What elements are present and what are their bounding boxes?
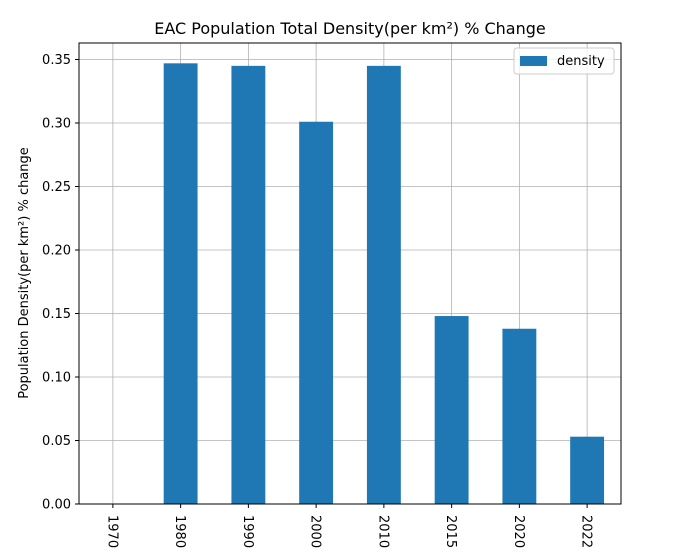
y-tick-label: 0.30 <box>42 117 71 132</box>
y-tick-label: 0.10 <box>42 371 71 386</box>
y-tick-label: 0.35 <box>42 53 71 68</box>
y-tick-label: 0.20 <box>42 244 71 259</box>
x-tick-label: 2000 <box>308 515 323 548</box>
tick-layer: 0.00 0.05 0.10 0.15 0.20 0.25 0.30 0.35 1970 1980… <box>42 53 594 548</box>
bar-2015 <box>434 316 469 504</box>
bar-2022 <box>570 436 605 504</box>
y-tick-label: 0.25 <box>42 180 71 195</box>
y-tick-label: 0.05 <box>42 434 71 449</box>
x-tick-label: 2015 <box>443 515 458 548</box>
legend-label: density <box>557 54 605 69</box>
legend-swatch <box>520 56 547 66</box>
y-axis-label: Population Density(per km²) % change <box>17 147 32 399</box>
bar-layer <box>163 63 605 505</box>
bar-1990 <box>231 65 266 505</box>
y-tick-label: 0.15 <box>42 307 71 322</box>
bar-2020 <box>502 328 537 504</box>
legend-box <box>513 47 615 75</box>
bar-2000 <box>299 121 334 505</box>
bar-2010 <box>366 65 401 505</box>
x-tick-label: 2020 <box>511 515 526 548</box>
x-tick-label: 1980 <box>172 515 187 548</box>
y-tick-label: 0.00 <box>42 498 71 513</box>
bar-1980 <box>163 63 198 505</box>
x-tick-label: 2022 <box>579 515 594 548</box>
legend: density <box>513 47 615 75</box>
plot-frame <box>78 42 622 505</box>
x-tick-label: 2010 <box>375 515 390 548</box>
x-tick-label: 1990 <box>240 515 255 548</box>
chart-title: EAC Population Total Density(per km²) % … <box>154 19 546 38</box>
x-tick-label: 1970 <box>104 515 119 548</box>
